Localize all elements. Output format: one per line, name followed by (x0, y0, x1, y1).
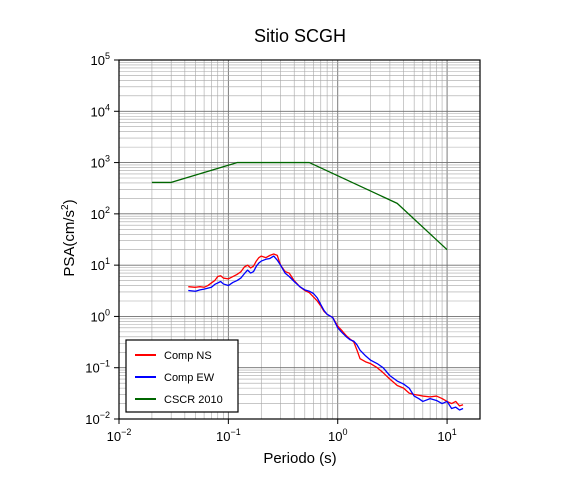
x-tick-label: 100 (328, 427, 347, 444)
y-tick-label: 10−2 (85, 410, 110, 427)
data-series (151, 161, 464, 411)
y-tick-label: 105 (91, 51, 110, 68)
y-tick-label: 100 (91, 307, 110, 324)
plot-frame (118, 59, 481, 420)
axis-ticks: 10−2 10−1 100 101 10−2 10−1 100 101 102 103 104 105 (85, 51, 457, 444)
y-tick-label: 104 (91, 102, 110, 119)
y-axis-label: PSA(cm/s2) (60, 199, 78, 276)
x-tick-label: 10−1 (216, 427, 241, 444)
y-axis-label-end: ) (61, 199, 78, 204)
legend-label: CSCR 2010 (164, 394, 223, 406)
y-tick-label: 102 (91, 205, 110, 222)
y-axis-label-superscript: 2 (60, 204, 71, 210)
x-tick-label: 10−2 (107, 427, 132, 444)
series-line-cscr-2010 (151, 161, 448, 251)
x-axis-label: Periodo (s) (263, 450, 336, 467)
grid-lines (118, 59, 481, 420)
y-tick-label: 101 (91, 256, 110, 273)
series-line-comp-ew (188, 255, 464, 411)
y-tick-label: 10−1 (85, 359, 110, 376)
legend-label: Comp EW (164, 372, 215, 384)
y-tick-label: 103 (91, 154, 110, 171)
series-line-comp-ns (188, 253, 464, 407)
legend-label: Comp NS (164, 350, 212, 362)
chart-title: Sitio SCGH (254, 26, 346, 46)
x-tick-label: 101 (437, 427, 456, 444)
y-axis-label-main: PSA(cm/s (61, 210, 78, 277)
legend: Comp NS Comp EW CSCR 2010 (125, 339, 239, 413)
